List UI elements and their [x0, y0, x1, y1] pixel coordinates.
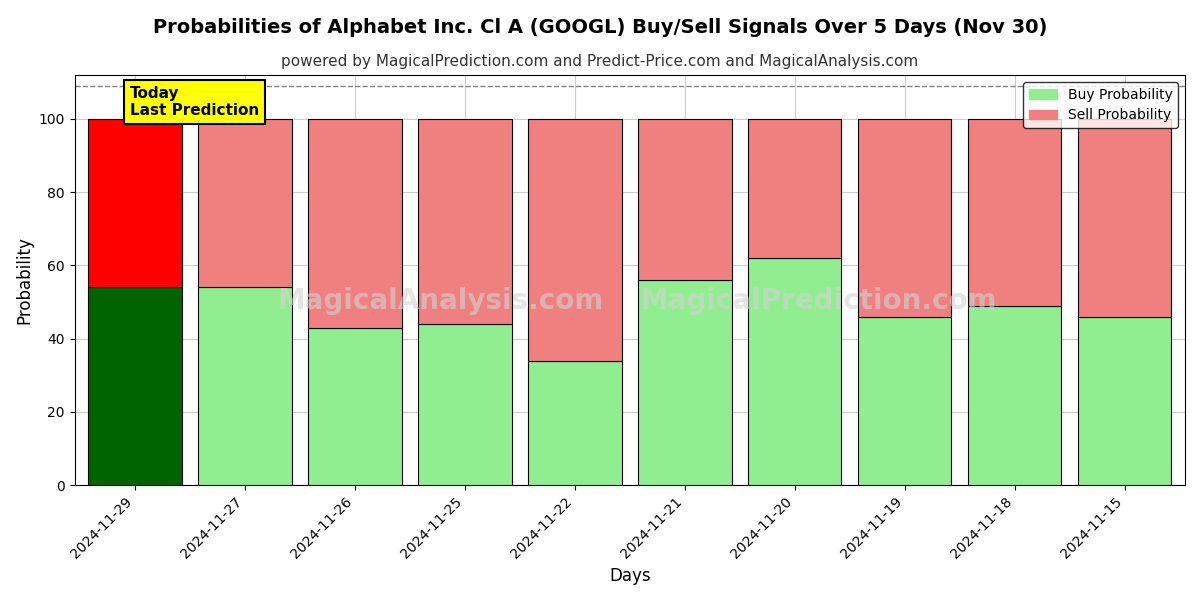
Bar: [1078, 119, 1171, 317]
Bar: [528, 361, 622, 485]
Bar: [89, 287, 182, 485]
Bar: [858, 317, 952, 485]
Bar: [198, 119, 292, 287]
Bar: [419, 119, 511, 324]
Bar: [89, 119, 182, 287]
X-axis label: Days: Days: [610, 567, 650, 585]
Y-axis label: Probability: Probability: [16, 236, 34, 324]
Bar: [1078, 317, 1171, 485]
Bar: [198, 287, 292, 485]
Bar: [638, 119, 732, 280]
Bar: [528, 119, 622, 361]
Bar: [419, 324, 511, 485]
Bar: [308, 119, 402, 328]
Bar: [748, 119, 841, 258]
Text: MagicalAnalysis.com: MagicalAnalysis.com: [278, 287, 604, 314]
Text: Probabilities of Alphabet Inc. Cl A (GOOGL) Buy/Sell Signals Over 5 Days (Nov 30: Probabilities of Alphabet Inc. Cl A (GOO…: [152, 18, 1048, 37]
Legend: Buy Probability, Sell Probability: Buy Probability, Sell Probability: [1024, 82, 1178, 128]
Text: powered by MagicalPrediction.com and Predict-Price.com and MagicalAnalysis.com: powered by MagicalPrediction.com and Pre…: [281, 54, 919, 69]
Bar: [638, 280, 732, 485]
Bar: [748, 258, 841, 485]
Bar: [858, 119, 952, 317]
Bar: [968, 305, 1061, 485]
Bar: [968, 119, 1061, 305]
Text: MagicalPrediction.com: MagicalPrediction.com: [641, 287, 997, 314]
Text: Today
Last Prediction: Today Last Prediction: [130, 86, 259, 118]
Bar: [308, 328, 402, 485]
